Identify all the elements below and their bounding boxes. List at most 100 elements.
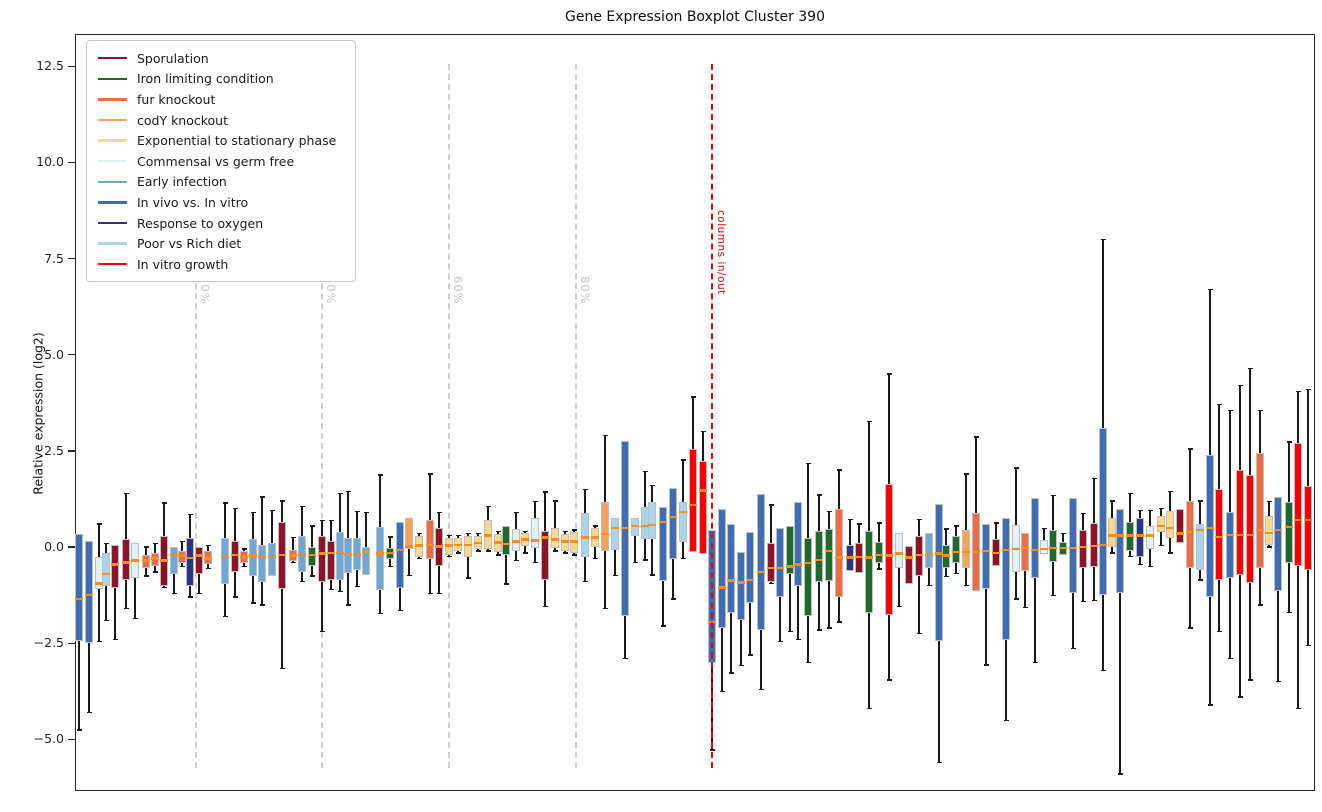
- percent-gridline: [575, 64, 577, 768]
- whisker-cap-top: [1041, 527, 1047, 529]
- whisker-cap-bottom: [319, 631, 325, 633]
- boxplot-median: [521, 538, 529, 541]
- boxplot-box: [875, 542, 883, 563]
- boxplot-median: [249, 554, 257, 557]
- whisker-cap-bottom: [1257, 604, 1263, 606]
- legend-item-label: Response to oxygen: [137, 215, 264, 231]
- boxplot-whisker: [965, 474, 967, 586]
- y-tick-label: 2.5: [44, 442, 64, 458]
- boxplot-whisker: [365, 512, 367, 576]
- whisker-cap-bottom: [1216, 631, 1222, 633]
- boxplot-median: [131, 559, 139, 562]
- whisker-cap-top: [552, 500, 558, 502]
- boxplot-box: [85, 541, 93, 644]
- whisker-cap-top: [475, 532, 481, 535]
- whisker-cap-bottom: [436, 592, 442, 594]
- boxplot-whisker: [134, 543, 136, 619]
- boxplot-median: [426, 544, 434, 547]
- whisker-cap-bottom: [222, 615, 228, 618]
- y-tick-mark: [68, 546, 75, 548]
- whisker-cap-bottom: [1187, 627, 1193, 629]
- boxplot-median: [327, 551, 335, 555]
- whisker-cap-top: [866, 420, 872, 423]
- whisker-cap-top: [416, 532, 422, 535]
- boxplot-median: [1206, 526, 1214, 530]
- whisker-cap-bottom: [670, 598, 676, 600]
- boxplot-box: [776, 527, 784, 598]
- whisker-cap-bottom: [1207, 704, 1213, 706]
- y-tick-mark: [68, 738, 75, 741]
- boxplot-box: [1186, 500, 1194, 569]
- boxplot-median: [415, 544, 423, 547]
- boxplot-median: [905, 556, 913, 559]
- whisker-cap-bottom: [76, 729, 82, 731]
- boxplot-median: [865, 556, 873, 559]
- whisker-cap-bottom: [455, 552, 461, 554]
- whisker-cap-bottom: [826, 627, 832, 629]
- whisker-cap-bottom: [649, 574, 655, 576]
- whisker-cap-bottom: [1247, 679, 1253, 681]
- boxplot-median: [1196, 528, 1204, 531]
- whisker-cap-top: [187, 513, 193, 516]
- boxplot-median: [204, 557, 212, 560]
- boxplot-median: [659, 520, 667, 524]
- boxplot-median: [1021, 547, 1029, 550]
- boxplot-median: [1157, 524, 1165, 528]
- whisker-cap-bottom: [232, 596, 238, 598]
- boxplot-median: [962, 550, 970, 554]
- whisker-cap-bottom: [1137, 563, 1143, 566]
- whisker-cap-bottom: [728, 672, 734, 674]
- boxplot-box: [855, 543, 863, 574]
- boxplot-median: [178, 554, 186, 557]
- whisker-cap-top: [582, 488, 588, 491]
- boxplot-median: [160, 559, 168, 562]
- boxplot-median: [454, 543, 462, 546]
- whisker-cap-bottom: [758, 688, 764, 691]
- whisker-cap-top: [602, 434, 608, 437]
- whisker-cap-bottom: [1167, 552, 1173, 554]
- boxplot-median: [484, 534, 492, 537]
- whisker-cap-bottom: [132, 617, 138, 619]
- legend-item-label: fur knockout: [137, 91, 216, 107]
- whisker-cap-top: [259, 496, 265, 498]
- y-axis-label: Relative expression (log2): [30, 332, 46, 495]
- boxplot-median: [405, 545, 413, 548]
- boxplot-box: [1246, 475, 1254, 584]
- boxplot-whisker: [1034, 498, 1036, 663]
- percent-gridline-label: 20%: [198, 276, 212, 305]
- whisker-cap-bottom: [152, 571, 158, 573]
- boxplot-box: [531, 517, 539, 549]
- whisker-cap-top: [123, 492, 129, 494]
- whisker-cap-top: [1127, 492, 1133, 494]
- boxplot-median: [1246, 534, 1254, 537]
- whisker-cap-bottom: [886, 679, 892, 681]
- y-tick-label: 0.0: [44, 539, 64, 555]
- boxplot-median: [561, 540, 569, 543]
- whisker-cap-bottom: [532, 561, 538, 564]
- columns-boundary-line: [711, 64, 713, 768]
- y-tick-mark: [68, 257, 75, 260]
- whisker-cap-bottom: [522, 552, 528, 554]
- boxplot-median: [641, 524, 649, 528]
- boxplot-median: [875, 553, 883, 556]
- legend-item: codY knockout: [87, 110, 355, 131]
- whisker-cap-bottom: [1080, 601, 1086, 603]
- percent-gridline: [195, 64, 197, 768]
- boxplot-box: [757, 494, 765, 630]
- legend-item-label: Poor vs Rich diet: [137, 236, 242, 252]
- y-tick-label: −2.5: [33, 635, 64, 651]
- boxplot-median: [111, 563, 119, 566]
- y-tick-mark: [68, 354, 75, 356]
- whisker-cap-bottom: [896, 606, 902, 608]
- whisker-cap-bottom: [337, 590, 343, 593]
- boxplot-median: [386, 552, 394, 555]
- boxplot-median: [362, 550, 370, 553]
- whisker-cap-top: [856, 523, 862, 525]
- boxplot-whisker: [898, 533, 900, 607]
- legend-item-label: Early infection: [137, 174, 227, 190]
- boxplot-median: [727, 579, 735, 582]
- boxplot-box: [865, 530, 873, 613]
- whisker-cap-top: [690, 396, 696, 398]
- whisker-cap-bottom: [103, 619, 109, 621]
